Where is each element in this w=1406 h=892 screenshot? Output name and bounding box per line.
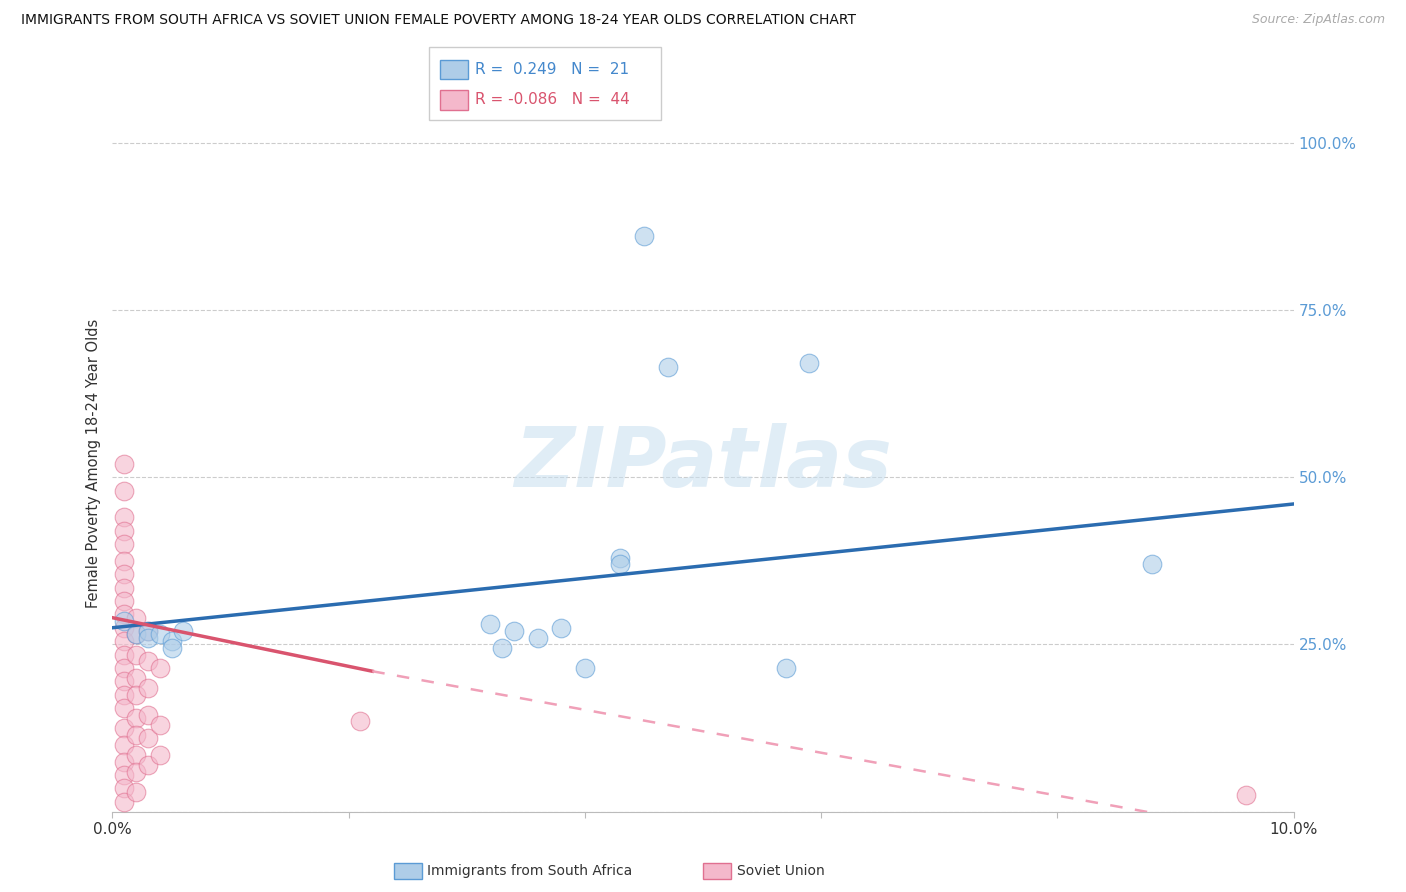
Point [136,758,159,772]
Point [112,607,135,622]
Point [125,648,148,662]
Text: ZIPatlas: ZIPatlas [515,424,891,504]
Point [574,661,596,675]
Y-axis label: Female Poverty Among 18-24 Year Olds: Female Poverty Among 18-24 Year Olds [86,319,101,608]
Point [125,611,148,625]
Point [160,634,183,648]
Point [112,795,135,809]
Point [112,567,135,582]
Point [1234,788,1257,802]
Point [112,755,135,769]
Point [125,728,148,742]
Point [112,738,135,752]
Point [112,781,135,796]
Point [112,661,135,675]
Point [112,524,135,538]
Point [657,359,679,374]
Point [125,688,148,702]
Point [149,717,172,731]
Point [136,624,159,639]
Point [550,621,572,635]
Point [112,483,135,498]
Text: IMMIGRANTS FROM SOUTH AFRICA VS SOVIET UNION FEMALE POVERTY AMONG 18-24 YEAR OLD: IMMIGRANTS FROM SOUTH AFRICA VS SOVIET U… [21,13,856,28]
Point [125,785,148,799]
Point [112,721,135,735]
Point [136,681,159,695]
Text: R = -0.086   N =  44: R = -0.086 N = 44 [475,93,630,107]
Point [112,614,135,628]
Point [526,631,548,645]
Point [112,634,135,648]
Point [136,624,159,639]
Text: Immigrants from South Africa: Immigrants from South Africa [427,863,633,878]
Point [112,537,135,551]
Point [149,661,172,675]
Point [112,688,135,702]
Point [799,356,821,371]
Point [112,581,135,595]
Point [349,714,371,729]
Text: Source: ZipAtlas.com: Source: ZipAtlas.com [1251,13,1385,27]
Point [125,764,148,779]
Point [136,654,159,668]
Point [125,627,148,641]
Point [1140,557,1163,572]
Point [633,229,655,244]
Point [125,711,148,725]
Point [125,627,148,641]
Point [136,707,159,722]
Point [609,557,631,572]
Text: R =  0.249   N =  21: R = 0.249 N = 21 [475,62,630,77]
Point [136,631,159,645]
Point [112,648,135,662]
Point [172,624,194,639]
Point [136,731,159,746]
Point [775,661,797,675]
Point [149,627,172,641]
Point [503,624,526,639]
Point [609,550,631,565]
Point [112,621,135,635]
Point [160,640,183,655]
Point [112,510,135,524]
Point [125,671,148,685]
Point [112,594,135,608]
Point [112,457,135,471]
Point [112,701,135,715]
Point [112,554,135,568]
Point [112,768,135,782]
Point [149,747,172,762]
Point [112,674,135,689]
Text: Soviet Union: Soviet Union [737,863,824,878]
Point [125,747,148,762]
Point [491,640,513,655]
Point [479,617,502,632]
